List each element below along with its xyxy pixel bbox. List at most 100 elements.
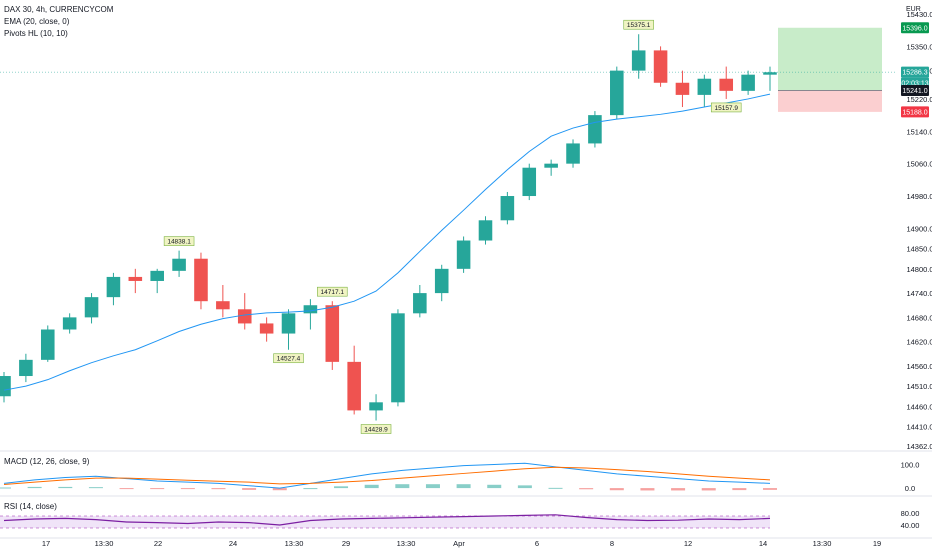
stop-price-tag-box: [901, 106, 929, 118]
candle-body: [84, 297, 99, 318]
time-axis-tick: 24: [229, 539, 237, 548]
candle: [325, 301, 340, 370]
macd-histogram-bar: [548, 487, 563, 489]
time-axis-tick: Apr: [453, 539, 465, 548]
macd-histogram-bar: [303, 488, 318, 490]
rsi-line: [3, 514, 771, 526]
candle: [478, 216, 493, 245]
macd-histogram-bar: [119, 488, 134, 490]
pivot-label: 14527.4: [277, 356, 301, 363]
macd-histogram-bar: [671, 488, 686, 491]
candle-body: [500, 196, 515, 221]
pivots-legend[interactable]: Pivots HL (10, 10): [4, 29, 68, 38]
time-axis-tick: 8: [610, 539, 614, 548]
target-price-tag: 15396.0: [902, 25, 927, 32]
candle-body: [741, 74, 755, 91]
stop-zone: [778, 90, 882, 112]
macd-histogram-bar: [609, 488, 624, 491]
candle: [369, 394, 383, 421]
ema-legend[interactable]: EMA (20, close, 0): [4, 17, 70, 26]
currency-label: EUR: [906, 6, 921, 13]
candle-body: [303, 305, 318, 314]
candle-body: [610, 70, 624, 116]
price-axis-tick: 14850.0: [906, 245, 932, 254]
price-axis-tick: 14800.0: [906, 265, 932, 274]
pivot-label: 15375.1: [627, 22, 651, 29]
rsi-legend[interactable]: RSI (14, close): [4, 502, 57, 511]
macd-histogram-bar: [640, 488, 655, 491]
candle-body: [631, 50, 646, 71]
time-axis-tick: 14: [759, 539, 767, 548]
time-axis-tick: 19: [873, 539, 881, 548]
rsi-axis-tick: 40.00: [901, 521, 920, 530]
time-axis-tick: 13:30: [397, 539, 416, 548]
macd-histogram-bar: [579, 488, 594, 490]
candle-body: [675, 82, 690, 95]
candle: [588, 111, 602, 148]
bar-countdown-tag: 02:03:13: [901, 81, 928, 88]
macd-histogram-bar: [58, 486, 73, 489]
pivot-label: 14838.1: [167, 239, 191, 246]
macd-legend[interactable]: MACD (12, 26, close, 9): [4, 457, 90, 466]
price-axis-tick: 14740.0: [906, 289, 932, 298]
candle-body: [281, 313, 296, 334]
candle-body: [413, 293, 427, 314]
macd-histogram-bar: [517, 485, 532, 489]
signal-line: [3, 466, 771, 486]
candle-body: [194, 258, 208, 302]
candle: [675, 70, 690, 108]
macd-histogram-bar: [150, 488, 165, 490]
candle: [653, 46, 668, 87]
candle: [391, 309, 405, 407]
candle: [566, 139, 580, 168]
candle-body: [434, 268, 449, 294]
macd-histogram-bar: [487, 484, 502, 489]
candle-body: [347, 361, 361, 411]
time-axis-tick: 13:30: [285, 539, 304, 548]
candle-body: [478, 220, 493, 241]
macd-histogram-bar: [88, 487, 103, 489]
candle-body: [237, 309, 252, 324]
candle-body: [369, 402, 383, 411]
macd-histogram-bar: [701, 488, 716, 491]
rsi-axis-tick: 80.00: [901, 509, 920, 518]
candle-body: [653, 50, 668, 83]
candle: [0, 371, 11, 403]
price-axis-tick: 14680.0: [906, 313, 932, 322]
symbol-title[interactable]: DAX 30, 4h, CURRENCYCOM: [4, 5, 114, 14]
price-axis-tick: 15140.0: [906, 127, 932, 136]
target-price-tag-box: [901, 22, 929, 34]
macd-histogram-bar: [456, 484, 471, 489]
candle-body: [172, 258, 186, 271]
candle: [697, 74, 712, 108]
price-axis-tick: 15430.0: [906, 10, 932, 19]
candle-body: [566, 143, 580, 164]
candle-body: [40, 329, 55, 360]
entry-price-tag-box: [901, 84, 929, 96]
candle: [631, 34, 646, 79]
candle-body: [456, 240, 471, 269]
candle: [413, 285, 427, 318]
price-axis-tick: 14900.0: [906, 224, 932, 233]
pivot-label: 14717.1: [321, 289, 345, 296]
price-axis-tick: 15350.0: [906, 42, 932, 51]
candle-body: [259, 323, 274, 334]
time-axis-tick: 17: [42, 539, 50, 548]
candle: [19, 353, 33, 383]
candle: [303, 299, 318, 330]
macd-histogram-bar: [27, 486, 42, 489]
candle: [741, 70, 755, 95]
last-price-tag-box: [901, 66, 929, 78]
price-axis-tick: 14410.0: [906, 423, 932, 432]
candle: [500, 191, 515, 225]
pivot-label-box: [623, 19, 654, 30]
candle: [347, 345, 361, 415]
macd-histogram-bar: [211, 488, 226, 490]
candle-body: [0, 376, 11, 397]
candle-body: [128, 276, 143, 281]
candle: [216, 285, 230, 318]
stop-price-tag: 15188.0: [902, 109, 927, 116]
macd-histogram-bar: [763, 488, 777, 490]
macd-histogram-bar: [364, 484, 379, 489]
